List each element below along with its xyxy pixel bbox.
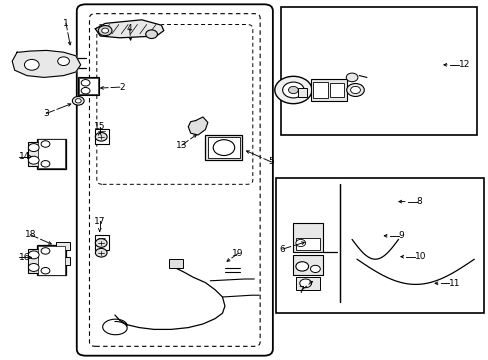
Text: 12: 12: [458, 60, 469, 69]
Text: 13: 13: [176, 140, 187, 150]
Circle shape: [299, 279, 311, 288]
Bar: [293, 255, 322, 275]
Circle shape: [288, 86, 298, 94]
Circle shape: [295, 239, 305, 247]
Bar: [37, 245, 66, 275]
Text: 3: 3: [43, 109, 49, 118]
Circle shape: [346, 84, 364, 96]
Bar: [168, 259, 183, 268]
Circle shape: [95, 132, 107, 141]
Circle shape: [41, 141, 50, 147]
Circle shape: [274, 76, 311, 104]
Bar: [38, 139, 65, 168]
Polygon shape: [188, 117, 207, 135]
Text: 8: 8: [416, 197, 422, 206]
Circle shape: [282, 82, 304, 98]
Bar: [78, 77, 99, 95]
Circle shape: [213, 140, 234, 156]
Text: 15: 15: [94, 122, 105, 131]
Circle shape: [41, 267, 50, 274]
Polygon shape: [95, 20, 163, 38]
Text: 16: 16: [19, 253, 30, 262]
Bar: [298, 88, 306, 97]
Circle shape: [24, 59, 39, 70]
Bar: [28, 142, 39, 166]
Circle shape: [95, 239, 107, 247]
Circle shape: [28, 264, 39, 271]
Bar: [205, 135, 242, 160]
Circle shape: [102, 28, 108, 33]
Bar: [56, 257, 70, 265]
Bar: [38, 246, 65, 275]
Text: 4: 4: [126, 24, 132, 33]
Circle shape: [350, 86, 360, 94]
Text: 17: 17: [94, 217, 105, 226]
Text: 10: 10: [414, 252, 426, 261]
Circle shape: [41, 248, 50, 254]
Circle shape: [41, 161, 50, 167]
Circle shape: [95, 248, 107, 257]
Circle shape: [346, 73, 357, 82]
Text: 19: 19: [232, 249, 244, 258]
Text: 2: 2: [120, 83, 125, 91]
Circle shape: [75, 99, 81, 103]
Bar: [95, 129, 109, 144]
Text: 18: 18: [24, 230, 36, 239]
Bar: [56, 242, 70, 250]
FancyBboxPatch shape: [77, 4, 272, 356]
Bar: [329, 83, 343, 97]
Bar: [95, 235, 109, 250]
Circle shape: [310, 265, 320, 273]
Circle shape: [72, 96, 84, 105]
Bar: [207, 137, 239, 158]
Text: 11: 11: [448, 279, 460, 288]
Circle shape: [58, 57, 69, 66]
Bar: [37, 139, 66, 169]
Circle shape: [28, 251, 39, 259]
Bar: [310, 79, 346, 101]
Bar: [79, 78, 98, 94]
Bar: [312, 82, 327, 98]
Bar: [276, 178, 483, 313]
Bar: [293, 223, 322, 252]
Circle shape: [145, 30, 157, 39]
Bar: [295, 238, 320, 250]
Text: 1: 1: [63, 19, 69, 28]
Bar: [28, 249, 39, 273]
Bar: [281, 7, 476, 135]
Polygon shape: [12, 50, 81, 77]
Circle shape: [81, 87, 90, 94]
Text: 9: 9: [398, 231, 404, 240]
Circle shape: [98, 26, 112, 36]
Bar: [295, 277, 320, 290]
Circle shape: [28, 144, 39, 152]
Text: 6: 6: [279, 245, 285, 253]
Text: 14: 14: [19, 152, 30, 161]
Circle shape: [28, 156, 39, 164]
Text: 5: 5: [268, 157, 274, 166]
Circle shape: [295, 262, 308, 271]
Text: 7: 7: [297, 287, 303, 295]
Circle shape: [81, 80, 90, 86]
